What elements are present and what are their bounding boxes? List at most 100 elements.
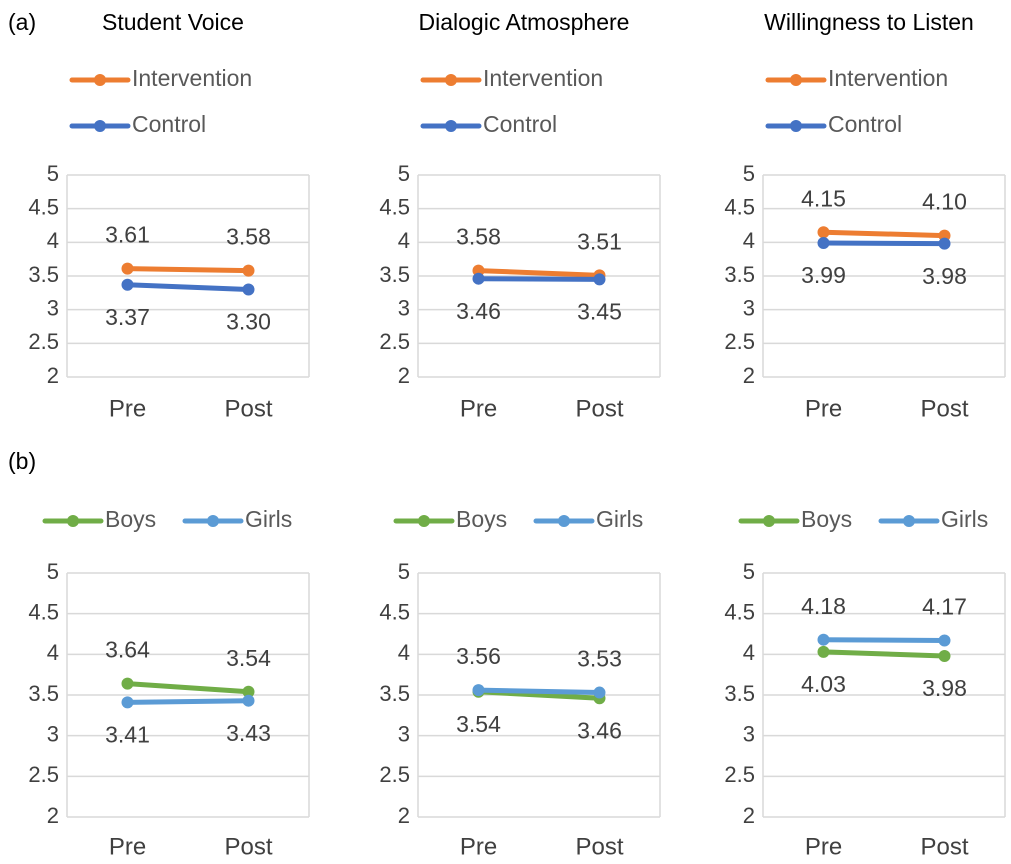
legend-label: Boys bbox=[105, 506, 156, 532]
x-tick-label: Post bbox=[224, 395, 272, 422]
y-tick-label: 5 bbox=[398, 161, 410, 186]
data-label: 3.99 bbox=[801, 262, 846, 288]
point bbox=[817, 226, 830, 239]
legend-marker bbox=[763, 515, 775, 527]
y-tick-label: 2 bbox=[47, 363, 59, 388]
legend-marker bbox=[418, 515, 430, 527]
y-tick-label: 4 bbox=[743, 640, 755, 665]
x-tick-label: Pre bbox=[460, 833, 497, 860]
legend-marker bbox=[94, 120, 106, 132]
y-tick-label: 4.5 bbox=[724, 194, 755, 219]
point bbox=[242, 283, 255, 296]
point bbox=[817, 237, 830, 250]
y-tick-label: 5 bbox=[743, 161, 755, 186]
y-tick-label: 2 bbox=[398, 363, 410, 388]
y-tick-label: 3.5 bbox=[724, 262, 755, 287]
data-label: 3.46 bbox=[456, 298, 501, 324]
data-label: 3.61 bbox=[105, 222, 150, 248]
y-tick-label: 2.5 bbox=[724, 762, 755, 787]
x-tick-label: Post bbox=[575, 833, 623, 860]
y-tick-label: 4 bbox=[398, 228, 410, 253]
series-line bbox=[823, 240, 945, 247]
series-line bbox=[823, 649, 945, 659]
point bbox=[242, 264, 255, 277]
legend-marker bbox=[790, 120, 802, 132]
legend-label: Intervention bbox=[828, 65, 948, 91]
y-tick-label: 4.5 bbox=[724, 599, 755, 624]
point bbox=[121, 677, 134, 690]
y-tick-label: 2.5 bbox=[28, 329, 59, 354]
y-tick-label: 3 bbox=[743, 721, 755, 746]
data-label: 3.64 bbox=[105, 637, 150, 663]
data-label: 3.58 bbox=[226, 224, 271, 250]
point bbox=[593, 686, 606, 699]
point bbox=[938, 649, 951, 662]
legend-marker bbox=[67, 515, 79, 527]
y-tick-label: 3 bbox=[47, 295, 59, 320]
x-tick-label: Post bbox=[920, 833, 968, 860]
y-tick-label: 3.5 bbox=[379, 681, 410, 706]
series-line bbox=[478, 687, 600, 696]
data-label: 3.30 bbox=[226, 309, 271, 335]
y-tick-label: 3.5 bbox=[28, 262, 59, 287]
point bbox=[593, 273, 606, 286]
y-tick-label: 3.5 bbox=[379, 262, 410, 287]
y-tick-label: 3 bbox=[398, 721, 410, 746]
data-label: 3.58 bbox=[456, 224, 501, 250]
point bbox=[121, 696, 134, 709]
y-tick-label: 5 bbox=[47, 161, 59, 186]
chart-title: Student Voice bbox=[102, 9, 244, 35]
y-tick-label: 4.5 bbox=[379, 599, 410, 624]
legend-label: Girls bbox=[596, 506, 643, 532]
y-tick-label: 4.5 bbox=[28, 194, 59, 219]
data-label: 3.37 bbox=[105, 304, 150, 330]
y-tick-label: 5 bbox=[47, 559, 59, 584]
data-label: 3.56 bbox=[456, 643, 501, 669]
legend-marker bbox=[558, 515, 570, 527]
series-line bbox=[127, 681, 249, 695]
data-label: 4.18 bbox=[801, 593, 846, 619]
data-label: 3.41 bbox=[105, 721, 150, 747]
x-tick-label: Pre bbox=[805, 833, 842, 860]
legend-label: Control bbox=[132, 111, 206, 137]
point bbox=[817, 645, 830, 658]
legend-marker bbox=[445, 74, 457, 86]
point bbox=[472, 272, 485, 285]
data-label: 4.17 bbox=[922, 594, 967, 620]
point bbox=[817, 633, 830, 646]
series-line bbox=[823, 229, 945, 239]
y-tick-label: 4 bbox=[398, 640, 410, 665]
point bbox=[938, 237, 951, 250]
y-tick-label: 3 bbox=[47, 721, 59, 746]
panel-label: (a) bbox=[8, 9, 36, 35]
y-tick-label: 4 bbox=[743, 228, 755, 253]
panel-label: (b) bbox=[8, 448, 36, 474]
series-line bbox=[478, 268, 600, 278]
series-line bbox=[127, 698, 249, 705]
data-label: 3.98 bbox=[922, 263, 967, 289]
y-tick-label: 2 bbox=[398, 803, 410, 828]
y-tick-label: 2 bbox=[47, 803, 59, 828]
y-tick-label: 4.5 bbox=[379, 194, 410, 219]
legend-label: Boys bbox=[456, 506, 507, 532]
legend-label: Boys bbox=[801, 506, 852, 532]
y-tick-label: 2.5 bbox=[28, 762, 59, 787]
y-tick-label: 4.5 bbox=[28, 599, 59, 624]
y-tick-label: 2.5 bbox=[724, 329, 755, 354]
y-tick-label: 3 bbox=[398, 295, 410, 320]
x-tick-label: Post bbox=[920, 395, 968, 422]
series-line bbox=[127, 282, 249, 292]
legend-marker bbox=[445, 120, 457, 132]
point bbox=[472, 684, 485, 697]
y-tick-label: 3 bbox=[743, 295, 755, 320]
series-line bbox=[478, 276, 600, 282]
point bbox=[242, 685, 255, 698]
x-tick-label: Pre bbox=[109, 833, 146, 860]
legend-label: Intervention bbox=[132, 65, 252, 91]
x-tick-label: Pre bbox=[805, 395, 842, 422]
point bbox=[121, 278, 134, 291]
data-label: 4.10 bbox=[922, 189, 967, 215]
point bbox=[121, 262, 134, 275]
legend-label: Girls bbox=[245, 506, 292, 532]
